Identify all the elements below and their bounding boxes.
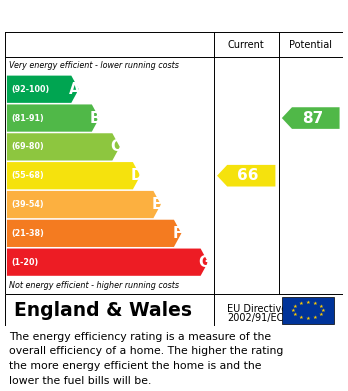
- Text: ★: ★: [321, 308, 325, 313]
- Text: EU Directive: EU Directive: [227, 304, 287, 314]
- Bar: [282, 297, 334, 324]
- Polygon shape: [7, 133, 120, 161]
- Text: ★: ★: [293, 304, 298, 309]
- Text: (55-68): (55-68): [11, 171, 44, 180]
- Text: ★: ★: [291, 308, 296, 313]
- Text: Current: Current: [228, 39, 264, 50]
- Text: ★: ★: [306, 300, 310, 305]
- Text: (39-54): (39-54): [11, 200, 44, 209]
- Text: (92-100): (92-100): [11, 85, 49, 94]
- Text: B: B: [90, 111, 101, 126]
- Polygon shape: [7, 104, 99, 132]
- Text: F: F: [172, 226, 182, 241]
- Text: (1-20): (1-20): [11, 258, 38, 267]
- Text: ★: ★: [313, 314, 318, 319]
- Text: 87: 87: [302, 111, 323, 126]
- Polygon shape: [7, 220, 181, 247]
- Text: (21-38): (21-38): [11, 229, 44, 238]
- Text: ★: ★: [299, 301, 303, 307]
- Text: ★: ★: [318, 304, 323, 309]
- Polygon shape: [7, 249, 208, 276]
- Text: ★: ★: [318, 312, 323, 317]
- Text: ★: ★: [313, 301, 318, 307]
- Text: ★: ★: [306, 316, 310, 321]
- Text: A: A: [69, 82, 80, 97]
- Text: ★: ★: [293, 312, 298, 317]
- Text: (81-91): (81-91): [11, 113, 44, 122]
- Polygon shape: [282, 107, 340, 129]
- Polygon shape: [7, 75, 79, 103]
- Text: Potential: Potential: [289, 39, 332, 50]
- Text: 2002/91/EC: 2002/91/EC: [227, 314, 284, 323]
- Text: The energy efficiency rating is a measure of the
overall efficiency of a home. T: The energy efficiency rating is a measur…: [9, 332, 283, 386]
- Text: (69-80): (69-80): [11, 142, 44, 151]
- Text: Very energy efficient - lower running costs: Very energy efficient - lower running co…: [9, 61, 179, 70]
- Text: E: E: [152, 197, 162, 212]
- Polygon shape: [7, 162, 140, 189]
- Text: Not energy efficient - higher running costs: Not energy efficient - higher running co…: [9, 281, 179, 290]
- Polygon shape: [7, 191, 161, 218]
- Text: England & Wales: England & Wales: [14, 301, 192, 320]
- Text: 66: 66: [237, 168, 259, 183]
- Text: G: G: [198, 255, 210, 270]
- Text: C: C: [110, 139, 121, 154]
- Polygon shape: [217, 165, 275, 187]
- Text: ★: ★: [299, 314, 303, 319]
- Text: D: D: [130, 168, 142, 183]
- Text: Energy Efficiency Rating: Energy Efficiency Rating: [14, 7, 243, 25]
